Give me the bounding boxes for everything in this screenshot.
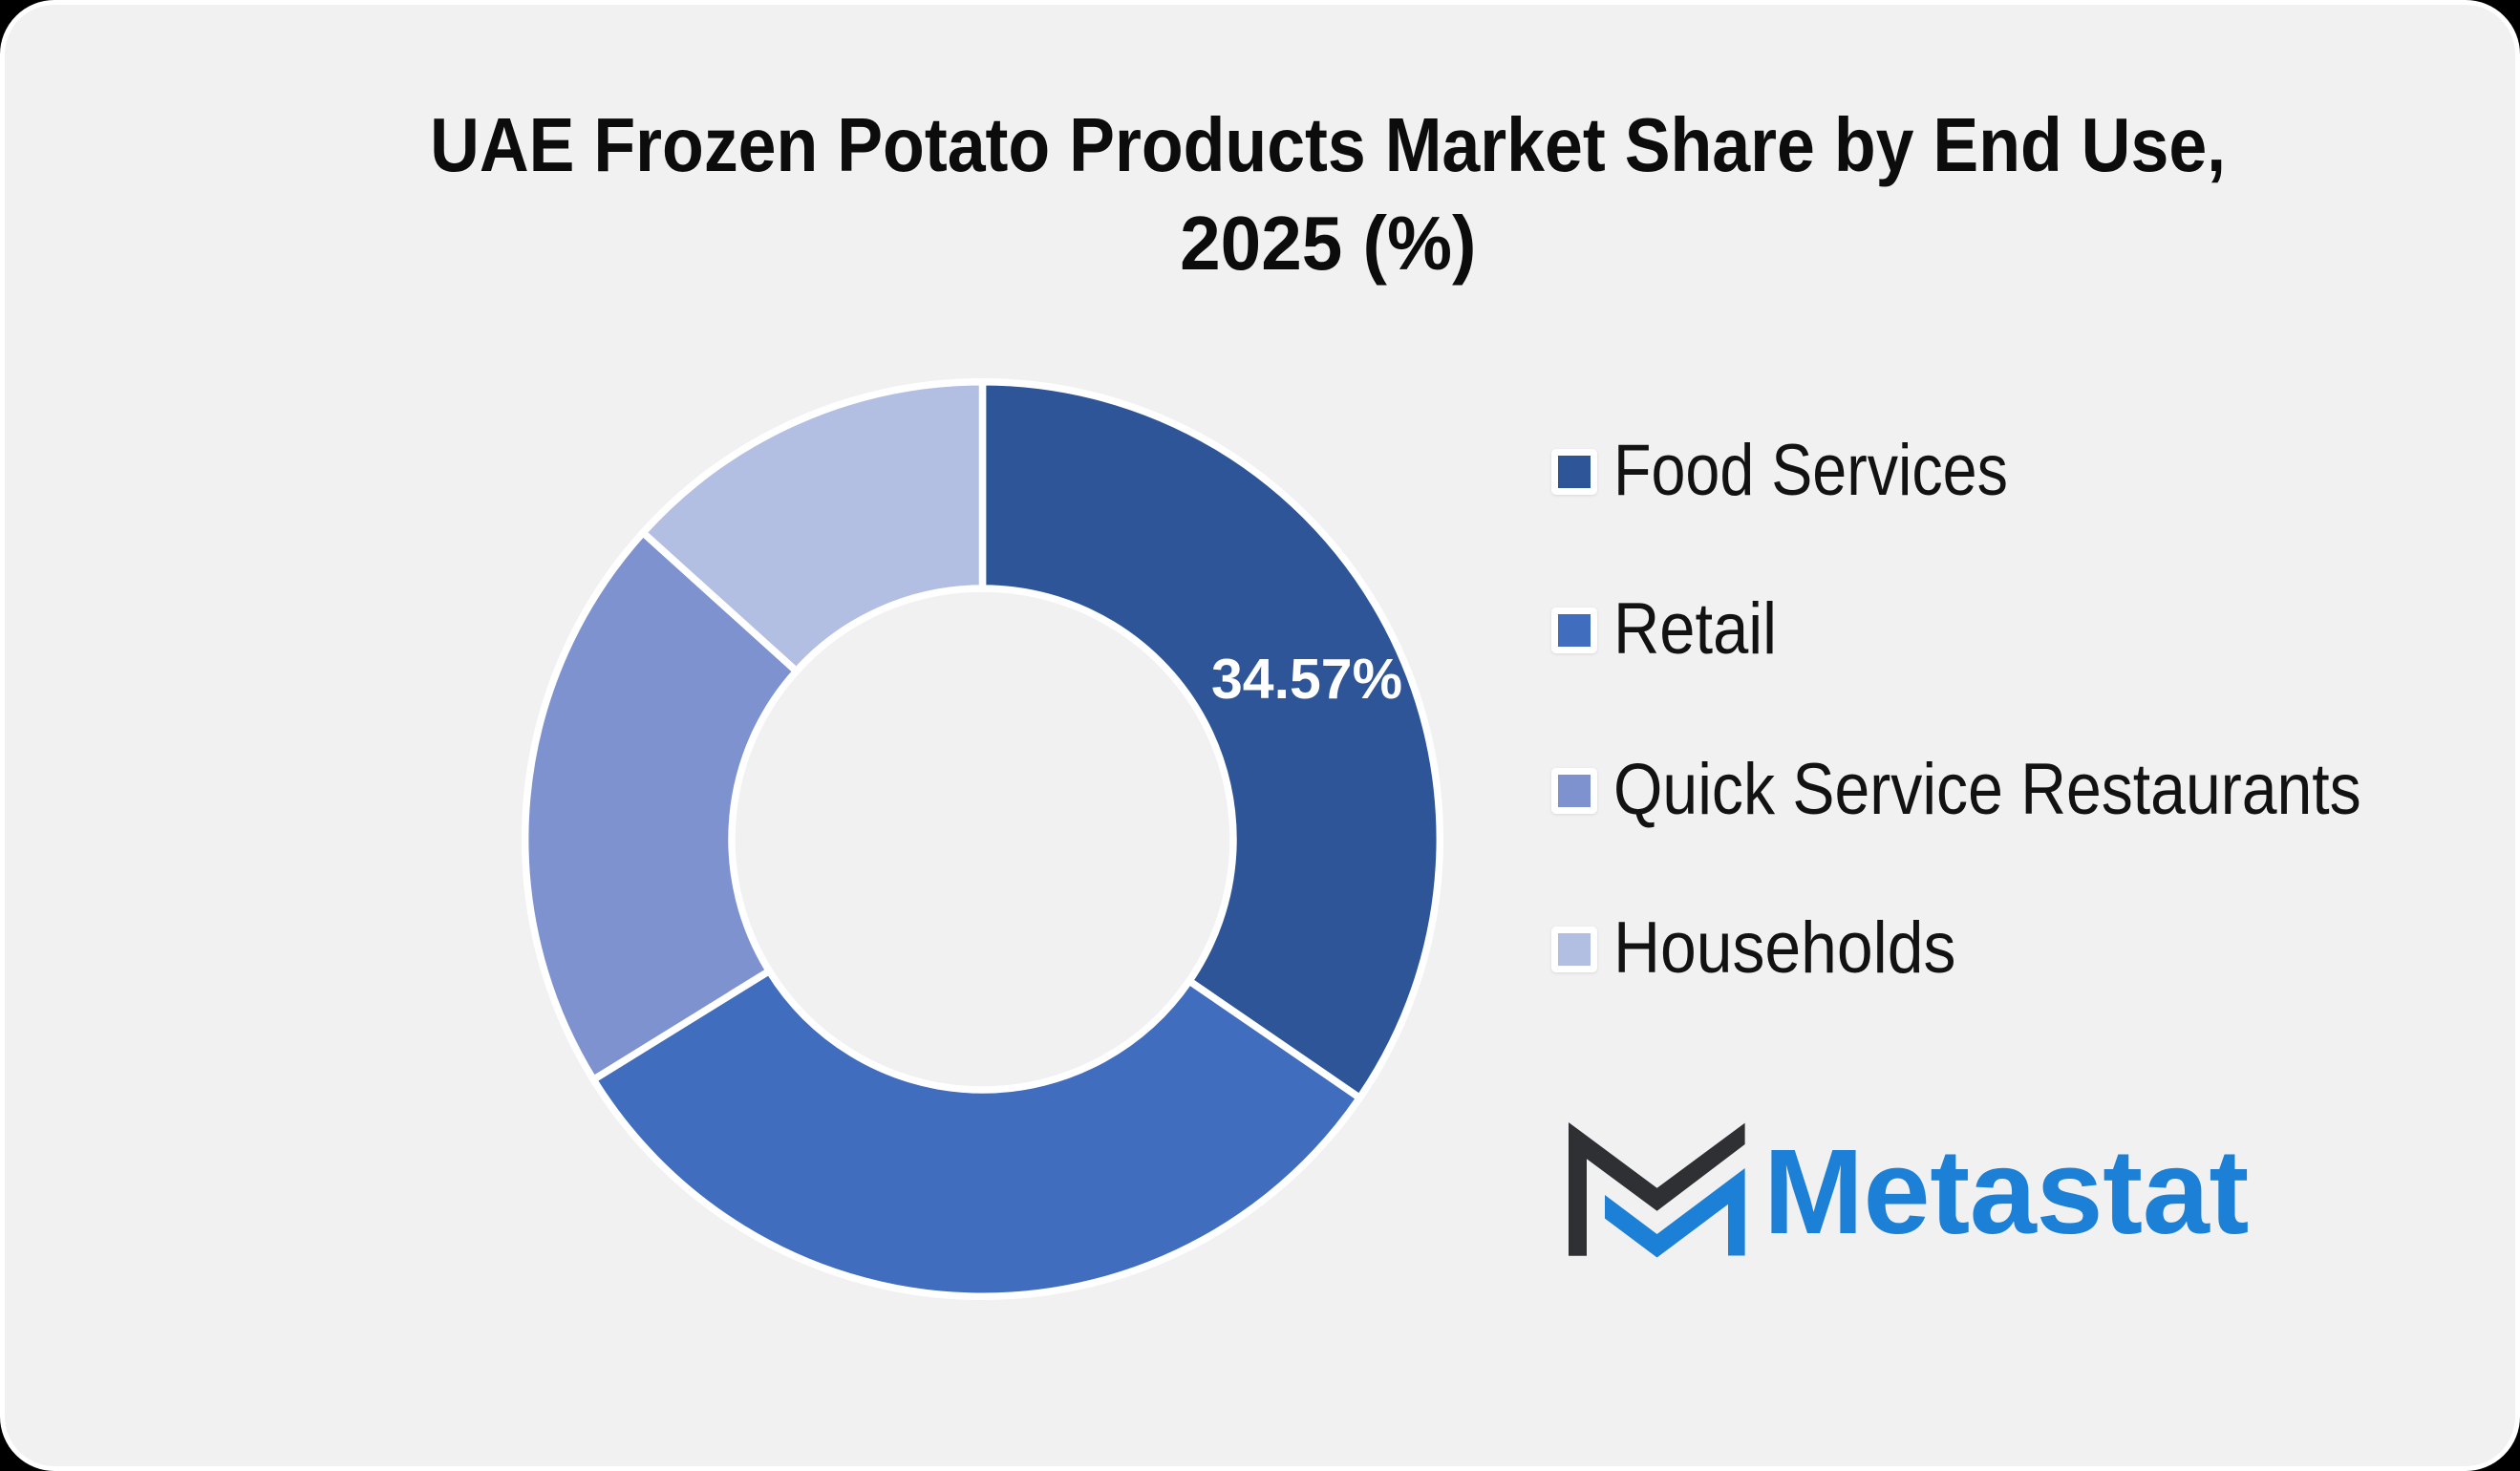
- svg-text:34.57%: 34.57%: [1211, 648, 1402, 711]
